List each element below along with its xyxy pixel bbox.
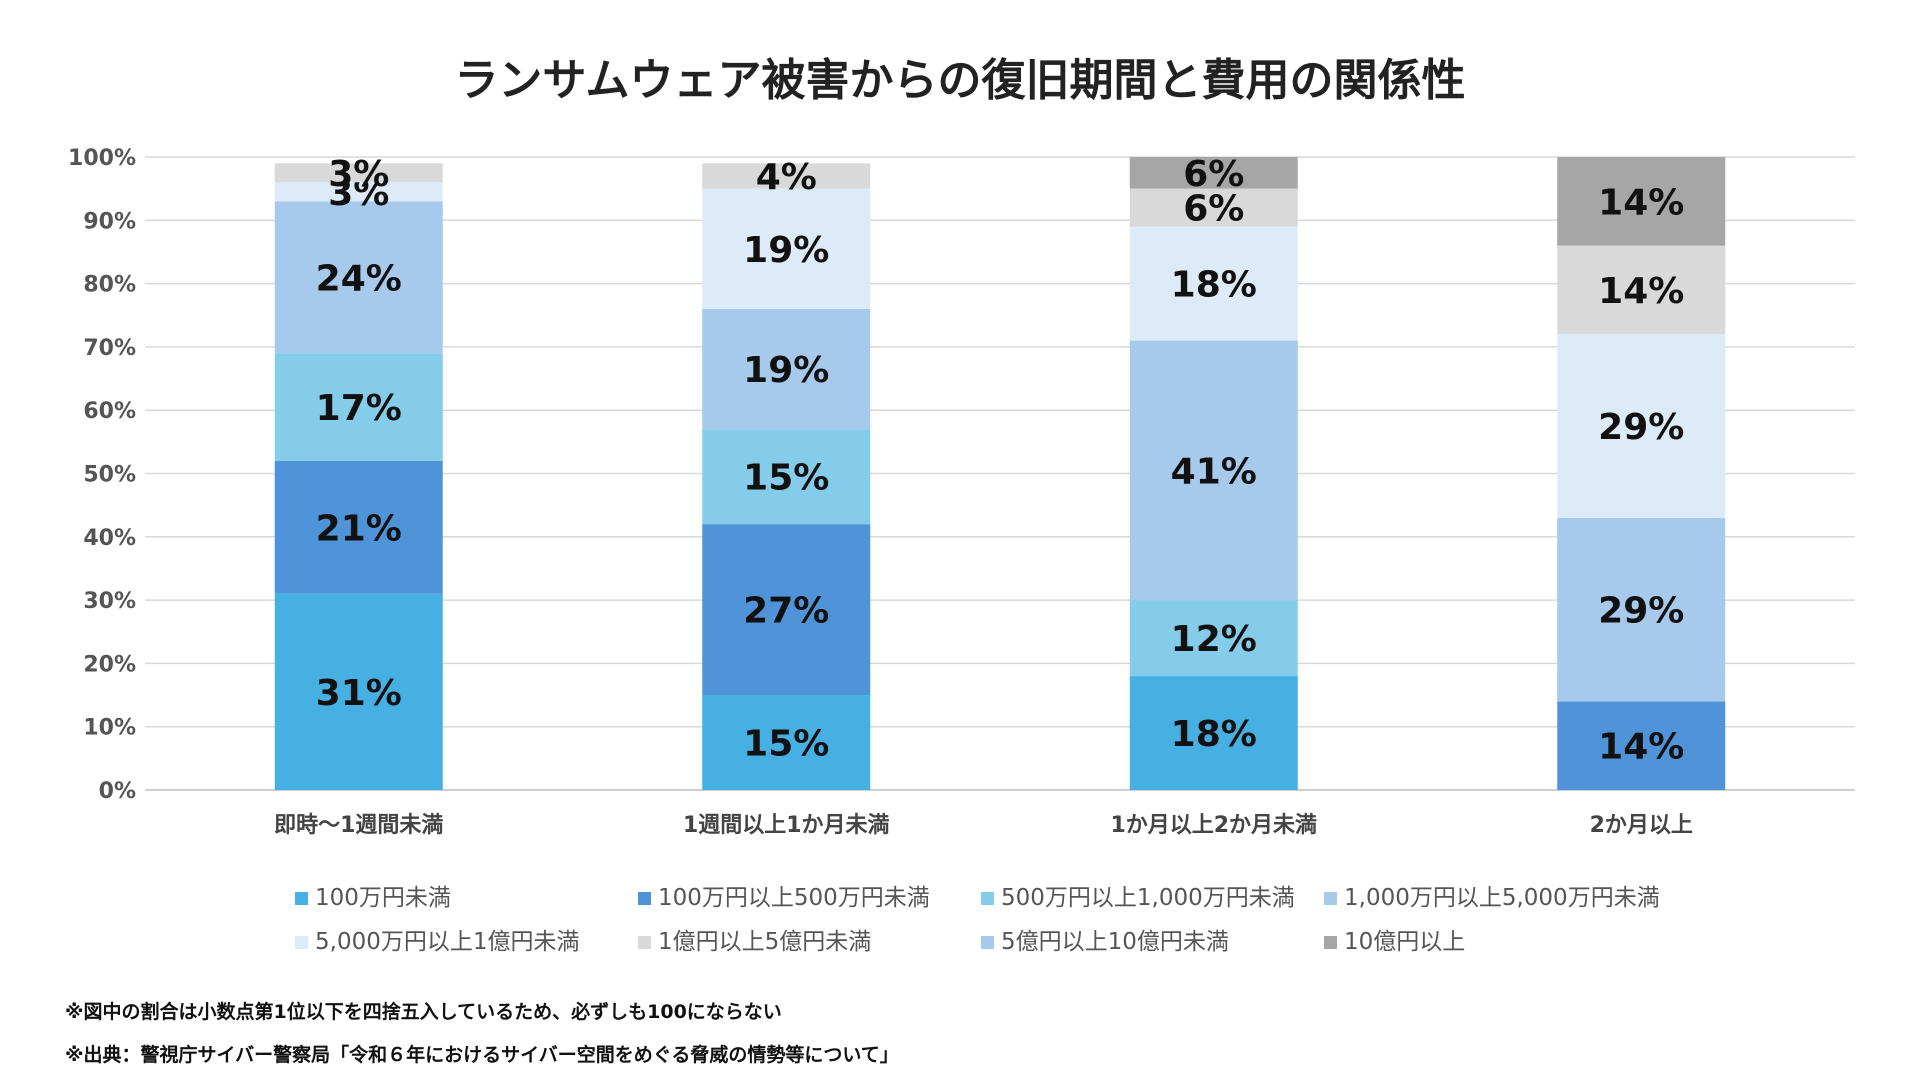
data-label-1-3: 19%: [743, 350, 829, 391]
x-axis: 即時～1週間未満 1週間以上1か月未満 1か月以上2か月未満 2か月以上: [274, 812, 1693, 838]
data-label-3-3: 29%: [1598, 591, 1684, 632]
data-label-2-7: 6%: [1183, 154, 1244, 195]
data-label-0-1: 21%: [316, 508, 402, 549]
y-tick-label: 20%: [83, 652, 136, 677]
bar-segment-0-1: [274, 460, 443, 594]
bar-segment-2-2: [1129, 600, 1298, 677]
y-tick-label: 0%: [99, 779, 136, 804]
legend-entry: 500万円以上1,000万円未満: [1001, 885, 1295, 911]
data-label-1-5: 4%: [756, 157, 817, 198]
x-tick-label: 即時～1週間未満: [274, 812, 443, 838]
bar-segment-1-4: [702, 188, 871, 309]
data-label-0-0: 31%: [316, 673, 402, 714]
y-tick-label: 100%: [68, 146, 136, 171]
bar-segment-2-7: [1129, 157, 1298, 189]
legend-swatch: [981, 892, 994, 905]
legend-entry: 1億円以上5億円未満: [658, 929, 871, 955]
data-label-1-0: 15%: [743, 724, 829, 765]
data-label-3-1: 14%: [1598, 727, 1684, 768]
data-label-1-2: 15%: [743, 458, 829, 499]
bar-segment-0-3: [274, 201, 443, 354]
y-tick-label: 60%: [83, 399, 136, 424]
bar-segment-0-0: [274, 593, 443, 790]
x-tick-label: 1週間以上1か月未満: [683, 812, 890, 838]
y-tick-label: 30%: [83, 589, 136, 614]
bar-segment-1-2: [702, 429, 871, 525]
bars: 31%21%17%24%3%3%15%27%15%19%19%4%18%12%4…: [274, 154, 1726, 790]
bar-segment-3-5: [1557, 245, 1726, 335]
chart-title: ランサムウェア被害からの復旧期間と費用の関係性: [454, 55, 1465, 106]
bar-segment-2-4: [1129, 226, 1298, 341]
source-note: ※出典：警視庁サイバー警察局「令和６年におけるサイバー空間をめぐる脅威の情勢等に…: [65, 1043, 899, 1066]
bar-segment-1-3: [702, 308, 871, 430]
legend-entry: 100万円未満: [315, 885, 451, 911]
data-label-3-7: 14%: [1598, 182, 1684, 223]
legend-swatch: [981, 936, 994, 949]
data-label-2-5: 6%: [1183, 189, 1244, 230]
legend-entry: 5,000万円以上1億円未満: [315, 929, 579, 955]
legend-swatch: [638, 936, 651, 949]
bar-segment-3-3: [1557, 517, 1726, 702]
bar-segment-1-0: [702, 695, 871, 790]
x-tick-label: 1か月以上2か月未満: [1110, 812, 1317, 838]
y-axis: 0% 10% 20% 30% 40% 50% 60% 70% 80% 90% 100%: [68, 146, 136, 804]
bar-segment-3-4: [1557, 334, 1726, 518]
bar-segment-0-2: [274, 353, 443, 461]
bar-segment-1-5: [702, 163, 871, 189]
bar-segment-2-5: [1129, 188, 1298, 227]
y-tick-label: 70%: [83, 336, 136, 361]
legend-entry: 1,000万円以上5,000万円未満: [1344, 885, 1660, 911]
x-tick-label: 2か月以上: [1590, 813, 1693, 838]
legend: 100万円未満 100万円以上500万円未満 500万円以上1,000万円未満 1,0…: [295, 885, 1660, 955]
bar-segment-1-1: [702, 524, 871, 696]
data-label-2-4: 18%: [1171, 265, 1257, 306]
data-label-2-3: 41%: [1171, 451, 1257, 492]
rounding-note: ※図中の割合は小数点第1位以下を四捨五入しているため、必ずしも100にならない: [65, 1000, 782, 1023]
bar-segment-0-5: [274, 163, 443, 183]
legend-swatch: [295, 936, 308, 949]
bar-segment-3-7: [1557, 157, 1726, 246]
bar-segment-3-1: [1557, 701, 1726, 790]
y-tick-label: 10%: [83, 716, 136, 741]
legend-swatch: [1324, 892, 1337, 905]
y-tick-label: 90%: [83, 209, 136, 234]
data-label-0-3: 24%: [316, 258, 402, 299]
legend-swatch: [638, 892, 651, 905]
data-label-1-4: 19%: [743, 230, 829, 271]
bar-segment-2-0: [1129, 676, 1298, 790]
data-label-0-5: 3%: [328, 154, 389, 195]
legend-entry: 10億円以上: [1344, 929, 1465, 955]
y-tick-label: 80%: [83, 273, 136, 298]
data-label-2-0: 18%: [1171, 714, 1257, 755]
data-label-3-4: 29%: [1598, 407, 1684, 448]
data-label-2-2: 12%: [1171, 619, 1257, 660]
legend-swatch: [295, 892, 308, 905]
legend-entry: 100万円以上500万円未満: [658, 885, 930, 911]
y-tick-label: 40%: [83, 526, 136, 551]
data-label-1-1: 27%: [743, 591, 829, 632]
bar-segment-0-4: [274, 182, 443, 202]
y-tick-label: 50%: [83, 463, 136, 488]
data-label-0-2: 17%: [316, 388, 402, 429]
legend-entry: 5億円以上10億円未満: [1001, 929, 1229, 955]
bar-segment-2-3: [1129, 340, 1298, 601]
data-label-3-5: 14%: [1598, 271, 1684, 312]
legend-swatch: [1324, 936, 1337, 949]
